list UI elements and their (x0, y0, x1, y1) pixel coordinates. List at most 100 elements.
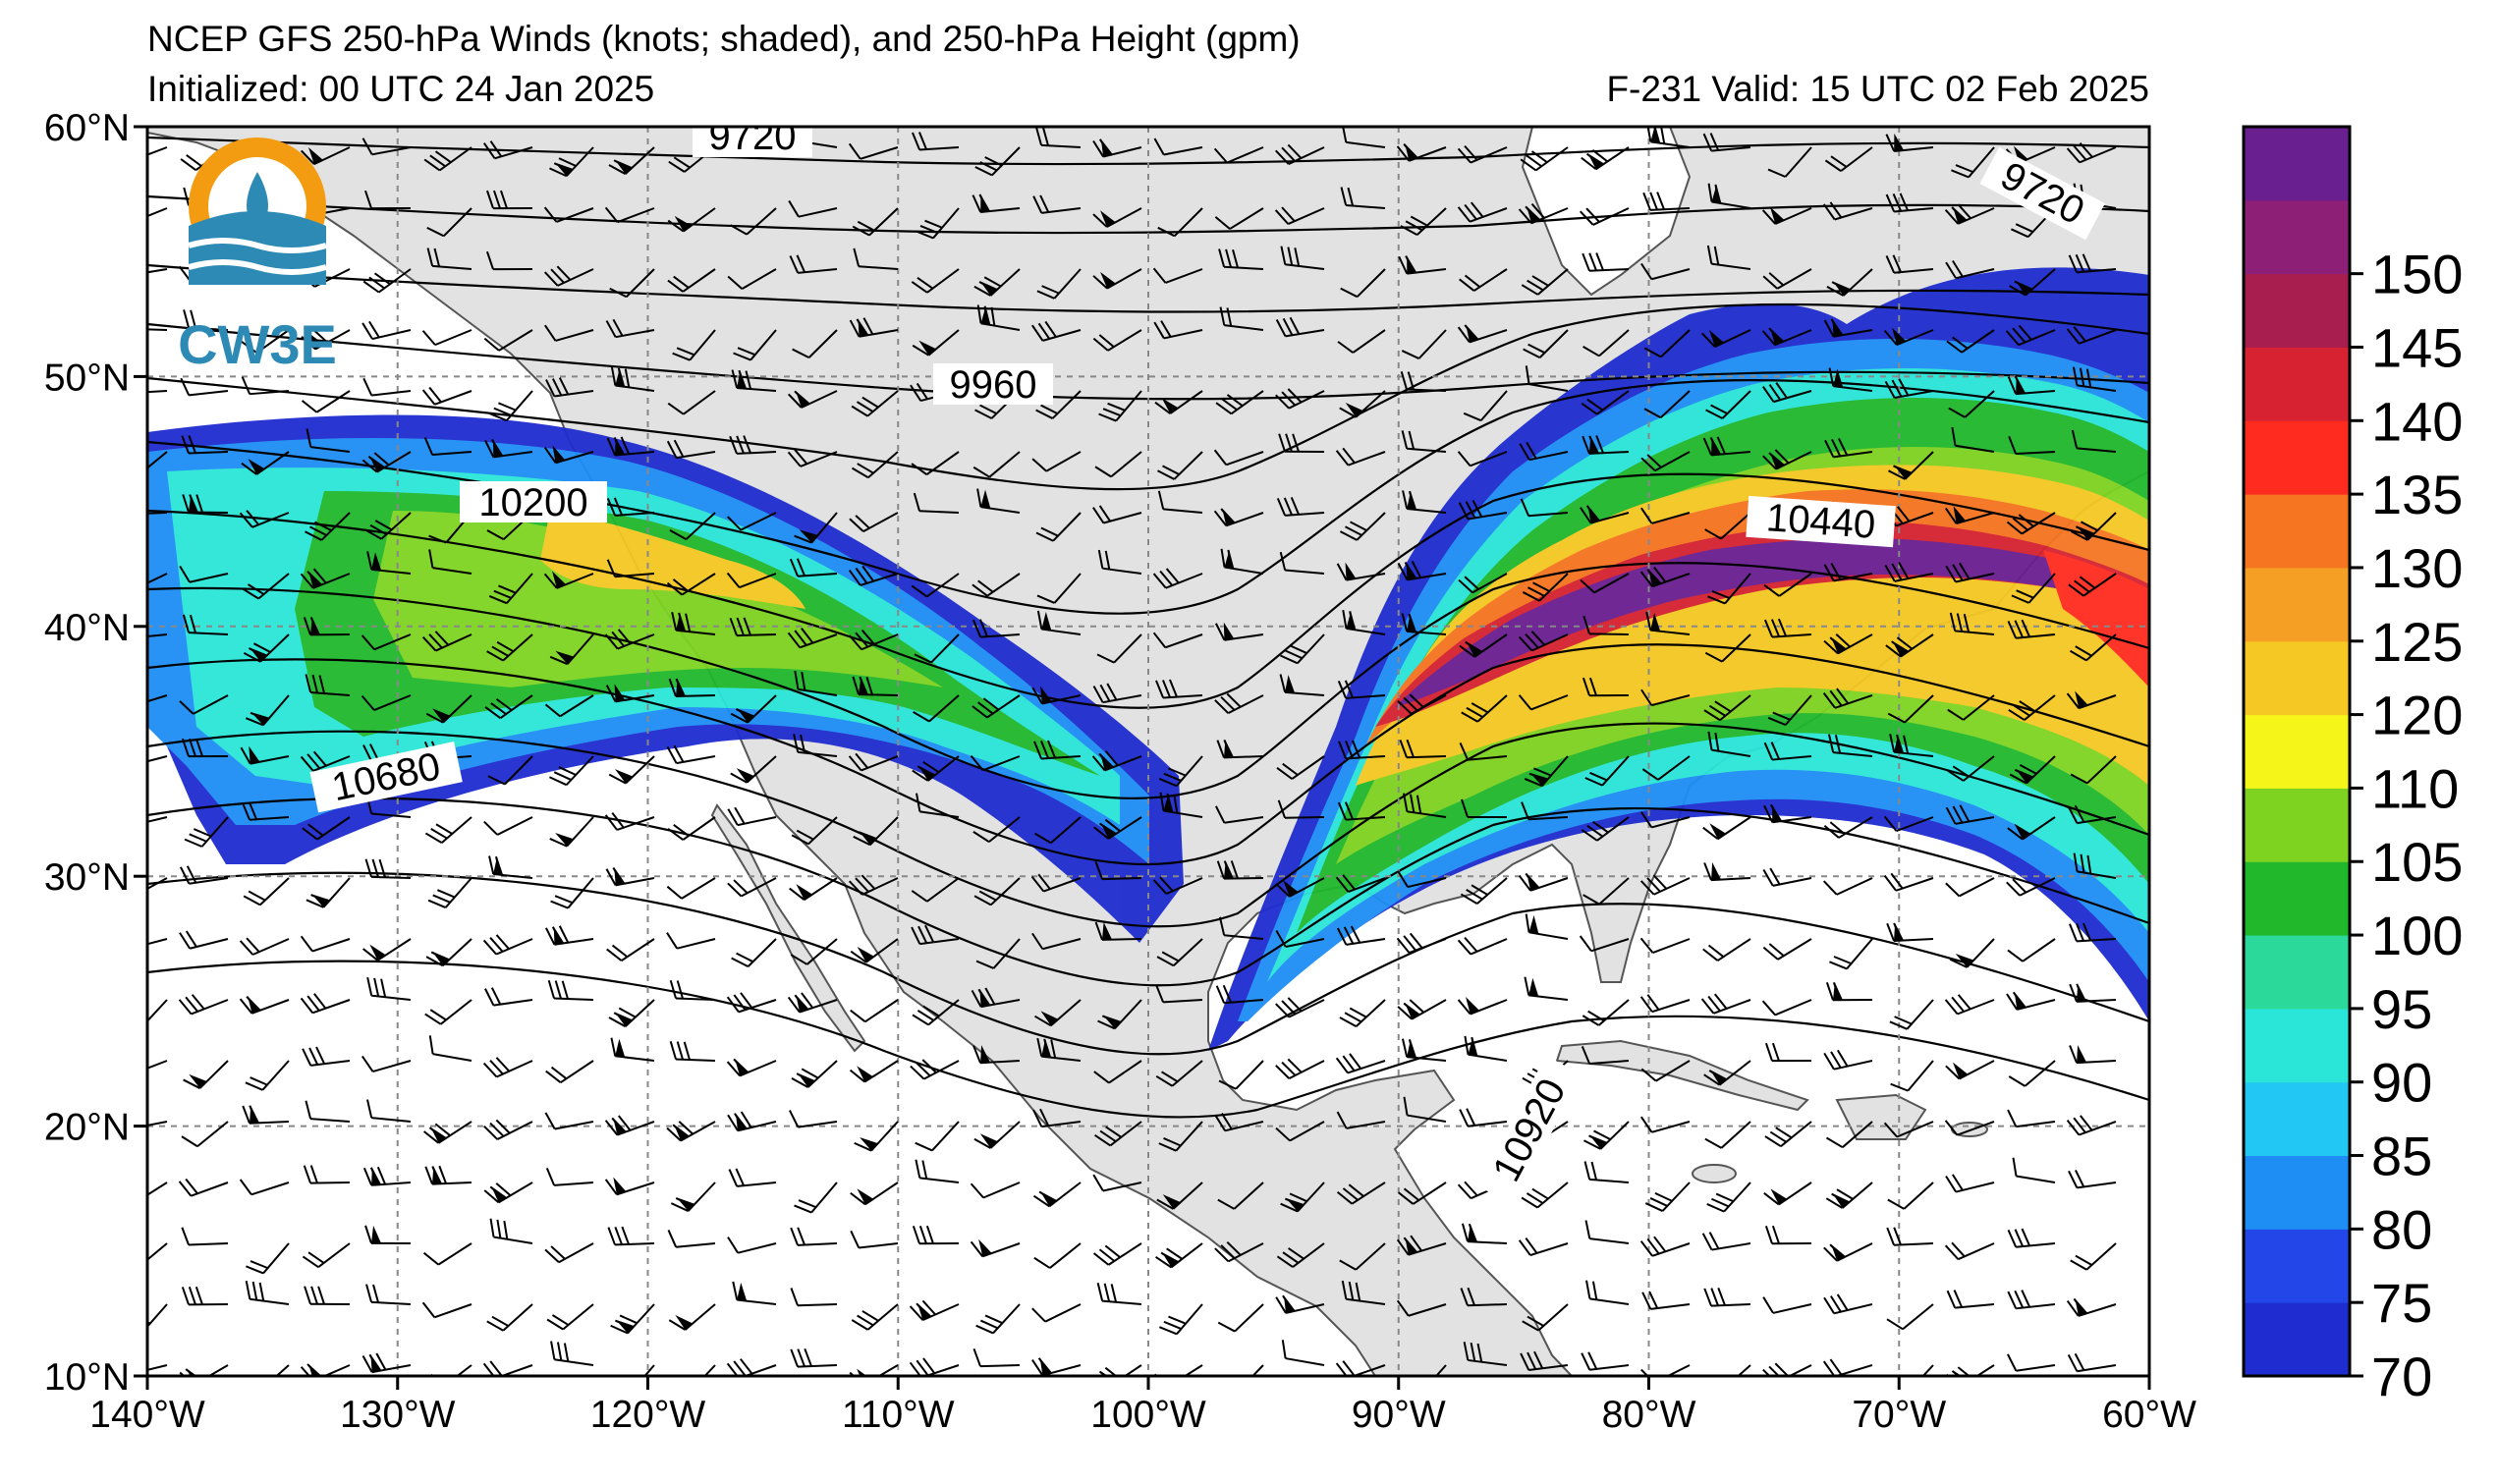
wind-barb (1640, 1060, 1691, 1082)
wind-barb (1460, 1287, 1508, 1307)
lat-tick-label: 10°N (44, 1356, 130, 1399)
wind-barb (848, 565, 899, 586)
wind-barb (1337, 801, 1386, 821)
wind-barb (1763, 573, 1812, 597)
wind-barb (1702, 816, 1751, 841)
colorbar-tick-label: 125 (2371, 611, 2463, 673)
wind-barb (1945, 562, 1995, 583)
wind-barb (912, 329, 960, 357)
wind-barb (1275, 997, 1325, 1018)
wind-barb (1458, 573, 1508, 594)
wind-barb (1823, 633, 1873, 655)
wind-barb (1764, 1225, 1812, 1245)
wind-barb (1579, 935, 1630, 953)
wind-barb (1032, 194, 1082, 214)
wind-barb (1279, 674, 1325, 696)
wind-barb (1031, 686, 1082, 705)
wind-barb (425, 938, 472, 967)
wind-barb (1640, 811, 1691, 829)
wind-barb (915, 1159, 960, 1183)
colorbar-frame (2242, 125, 2352, 1378)
wind-barb (606, 938, 655, 962)
wind-barb (1825, 1121, 1873, 1149)
wind-barb (666, 1121, 716, 1142)
wind-barb (430, 1364, 472, 1376)
wind-barb (1094, 921, 1142, 941)
wind-barb (366, 976, 412, 1001)
wind-barb (180, 865, 229, 885)
wind-barb (1402, 490, 1447, 514)
wind-barb (1152, 267, 1203, 284)
wind-barb (1459, 633, 1508, 658)
wind-barb (909, 1299, 960, 1322)
wind-barb (488, 855, 533, 879)
wind-barb (1639, 1236, 1691, 1257)
wind-barb (243, 633, 290, 663)
wind-barb (1703, 1287, 1751, 1307)
wind-barb (1763, 1182, 1812, 1206)
wind-barb (424, 816, 472, 845)
wind-barb (245, 1280, 290, 1305)
wind-barb (241, 451, 290, 475)
wind-barb (1401, 1038, 1447, 1062)
wind-barb (1092, 683, 1142, 704)
wind-barb (1218, 916, 1264, 940)
wind-barb (608, 146, 655, 176)
wind-barb (605, 318, 655, 339)
wind-barb (1702, 436, 1751, 457)
wind-barb (178, 994, 229, 1016)
lat-tick-label: 60°N (44, 107, 130, 149)
wind-barb (302, 1242, 351, 1268)
wind-barb (1521, 268, 1569, 296)
wind-barb (974, 146, 1021, 177)
wind-barb (147, 999, 168, 1030)
wind-barb (913, 694, 960, 723)
wind-barb (1092, 1174, 1142, 1192)
colorbar-segment (2244, 567, 2350, 642)
wind-barb (1400, 371, 1447, 392)
wind-barb (1584, 1220, 1630, 1244)
wind-barb (1094, 861, 1142, 881)
wind-barb (1092, 138, 1142, 158)
wind-barb (245, 694, 290, 727)
wind-barb (240, 745, 290, 765)
wind-barb (911, 877, 960, 903)
wind-barb (241, 376, 290, 396)
wind-barb (971, 694, 1021, 719)
wind-barb (2068, 1169, 2117, 1189)
wind-barb (733, 329, 777, 361)
wind-barb (1646, 127, 1691, 148)
wind-barb (1036, 268, 1082, 300)
wind-barb (485, 250, 533, 271)
wind-barb (794, 1182, 838, 1214)
wind-barb (727, 877, 777, 898)
wind-barb (1158, 1303, 1203, 1336)
wind-barb (1886, 1303, 1934, 1331)
wind-barb (547, 979, 594, 1001)
wind-barb (609, 268, 655, 299)
wind-barb (1700, 993, 1751, 1015)
wind-barb (1947, 694, 1995, 721)
wind-barb (727, 268, 777, 290)
wind-barb (1705, 390, 1751, 419)
wind-barb (1397, 560, 1447, 581)
wind-barb (1944, 994, 1995, 1016)
wind-barb (852, 676, 899, 696)
wind-barb (628, 1364, 655, 1376)
wind-barb (914, 633, 960, 664)
wind-barb (2006, 991, 2056, 1011)
wind-barb (972, 1347, 1021, 1368)
wind-barb (1157, 451, 1203, 480)
wind-barb (794, 512, 838, 544)
lon-tick-label: 90°W (1352, 1394, 1446, 1436)
wind-barb (849, 1060, 899, 1083)
lon-tick-label: 130°W (340, 1394, 456, 1436)
wind-barb (1399, 739, 1447, 759)
wind-barb (362, 377, 412, 397)
wind-barb (1951, 146, 1995, 179)
wind-barb (1339, 390, 1386, 418)
wind-barb (731, 369, 777, 392)
wind-barb (1031, 1357, 1082, 1376)
wind-barb (1890, 1060, 1934, 1092)
wind-barb (971, 987, 1021, 1009)
